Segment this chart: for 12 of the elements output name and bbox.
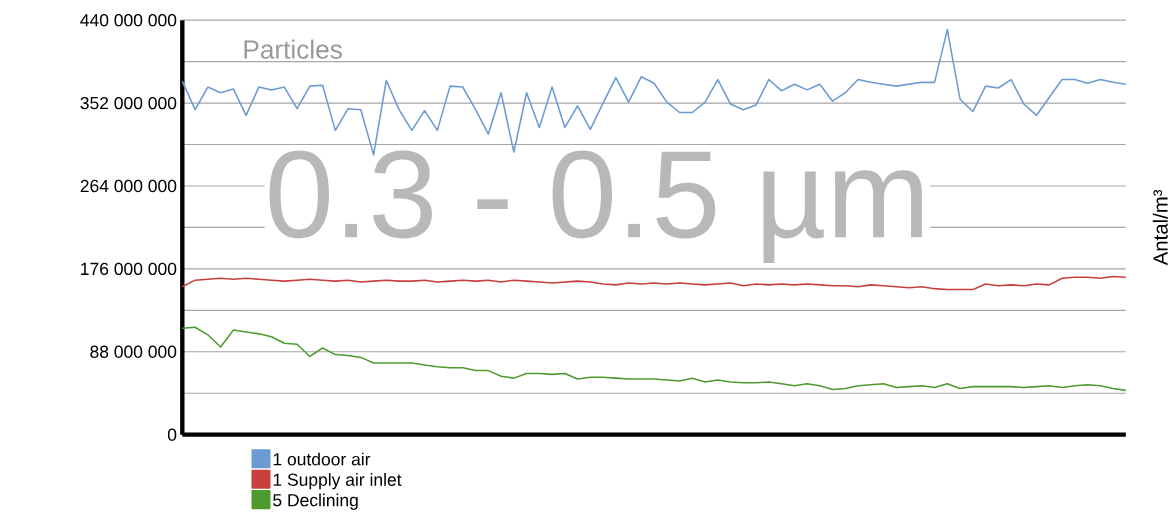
legend-label: 5 Declining (273, 493, 358, 510)
legend-label: 1 outdoor air (273, 452, 371, 466)
y-tick-label: 264 000 000 (80, 179, 177, 193)
text: 0.3 - 0.5 µm (269, 150, 922, 263)
y-tick-label: 0 (167, 428, 177, 441)
y-tick-label: 88 000 000 (90, 345, 177, 358)
text: Particles (244, 39, 342, 59)
y-axis-title: Antal/m³ (1152, 189, 1168, 266)
y-tick-label: 352 000 000 (80, 96, 177, 110)
y-tick-label: 176 000 000 (81, 262, 177, 275)
y-tick-label: 440 000 000 (80, 13, 177, 27)
legend-label: 1 Supply air inlet (273, 473, 402, 490)
